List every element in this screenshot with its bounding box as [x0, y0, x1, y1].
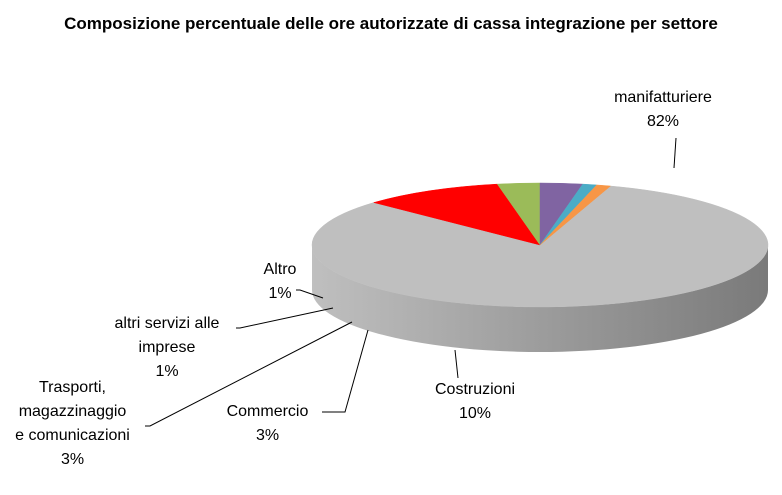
slice-top-altro [539, 184, 612, 246]
label-altro: Altro 1% [240, 258, 320, 306]
leader-line-manif [673, 137, 677, 169]
leader-line-trasp [145, 321, 353, 427]
label-trasporti: Trasporti, magazzinaggio e comunicazioni… [0, 376, 145, 472]
slice-label-manifatturiere: manifatturiere [614, 89, 712, 106]
slice-value-altri-servizi: 1% [155, 363, 179, 380]
slice-value-costruzioni: 10% [458, 405, 492, 422]
slice-label-commercio: Commercio [226, 403, 309, 420]
slice-top-manif [311, 185, 769, 308]
slice-label-trasporti-line2: magazzinaggio [18, 403, 127, 420]
leader-line-costr [454, 349, 459, 379]
leader-line-altri [236, 307, 334, 329]
label-commercio: Commercio 3% [210, 400, 325, 448]
slice-label-trasporti-line3: e comunicazioni [15, 427, 130, 444]
slice-side-manif [312, 245, 768, 352]
chart-title: Composizione percentuale delle ore autor… [64, 14, 718, 33]
slice-value-altro: 1% [268, 285, 292, 302]
leader-line-comm [322, 329, 369, 413]
slice-top-costr [372, 183, 541, 246]
label-altri-servizi: altri servizi alle imprese 1% [92, 312, 242, 384]
slice-label-altri-servizi-line2: imprese [138, 339, 196, 356]
slice-value-trasporti: 3% [60, 451, 85, 468]
leader-line-altro [296, 289, 324, 299]
label-costruzioni: Costruzioni 10% [405, 378, 545, 426]
slice-label-trasporti-line1: Trasporti, [39, 379, 106, 396]
slice-label-altro: Altro [263, 261, 297, 278]
slice-value-manifatturiere: 82% [646, 113, 680, 130]
slice-value-commercio: 3% [255, 427, 280, 444]
slice-label-altri-servizi-line1: altri servizi alle [114, 315, 220, 332]
label-manifatturiere: manifatturiere 82% [588, 86, 738, 134]
slice-label-costruzioni: Costruzioni [434, 381, 516, 398]
